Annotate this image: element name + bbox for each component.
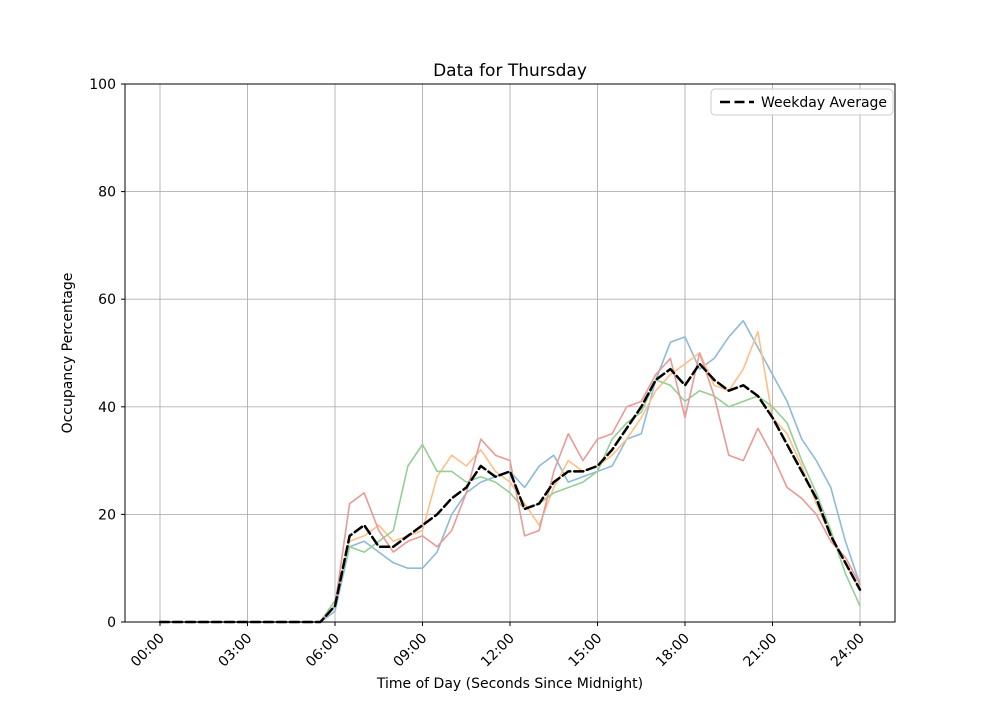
x-tick-label: 21:00 (740, 631, 780, 671)
y-tick-label: 60 (98, 292, 116, 308)
grid-layer (125, 83, 895, 623)
x-tick-label: 15:00 (565, 631, 605, 671)
y-tick-label: 20 (98, 507, 116, 523)
x-tick-label: 06:00 (303, 631, 343, 671)
y-axis-label: Occupancy Percentage (60, 273, 76, 434)
y-tick-label: 0 (107, 615, 116, 631)
legend: Weekday Average (710, 88, 894, 116)
x-axis-label: Time of Day (Seconds Since Midnight) (376, 676, 643, 692)
y-tick-label: 100 (89, 77, 116, 93)
x-tick-label: 00:00 (128, 631, 168, 671)
legend-entry-label: Weekday Average (761, 95, 887, 111)
legend-box (710, 88, 894, 116)
axis-layer: 00:00 03:00 06:00 09:00 12:00 15:00 18:00 21:00… (89, 77, 896, 671)
chart-title: Data for Thursday (433, 61, 587, 81)
x-tick-label: 03:00 (215, 631, 255, 671)
x-tick-label: 18:00 (653, 631, 693, 671)
x-tick-label: 24:00 (828, 631, 868, 671)
x-tick-label: 09:00 (390, 631, 430, 671)
y-tick-label: 80 (98, 185, 116, 201)
y-tick-label: 40 (98, 400, 116, 416)
x-tick-label: 12:00 (478, 631, 518, 671)
